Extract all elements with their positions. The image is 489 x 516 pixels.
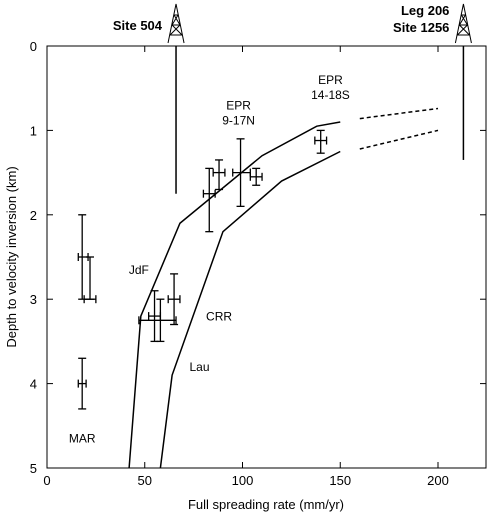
data-point: [202, 167, 216, 233]
drill-sites: Site 504 Leg 206 Site 1256: [113, 3, 472, 194]
annotation-label: MAR: [69, 432, 96, 446]
y-tick-label: 1: [30, 123, 37, 138]
data-point: [138, 298, 177, 343]
y-tick-label: 3: [30, 292, 37, 307]
annotation-label: CRR: [206, 309, 232, 323]
site-label: Site 504: [113, 18, 163, 33]
y-tick-label: 0: [30, 39, 37, 54]
drill-derrick-icon: [167, 3, 185, 44]
data-point: [77, 357, 87, 410]
annotation-label: EPR: [226, 98, 251, 112]
y-tick-label: 5: [30, 461, 37, 476]
site-label: Leg 206: [401, 3, 449, 18]
data-point: [249, 167, 263, 186]
data-point: [83, 256, 97, 304]
y-tick-label: 4: [30, 377, 37, 392]
extrapolated-curve: [359, 107, 439, 120]
x-tick-label: 0: [43, 473, 50, 488]
annotation-label: 14-18S: [311, 88, 350, 102]
x-axis-title: Full spreading rate (mm/yr): [188, 497, 344, 512]
model-curve: [128, 121, 341, 469]
axis-ticks: [46, 45, 486, 469]
data-point: [167, 273, 181, 326]
extrapolated-curve: [359, 129, 439, 150]
model-curve: [159, 150, 341, 469]
data-point: [148, 290, 162, 343]
y-axis-title: Depth to velocity inversion (km): [4, 166, 19, 347]
derrick-frame: [454, 3, 472, 44]
tick-labels: 0 50 100 150 200 0 1 2 3 4 5: [30, 39, 449, 488]
site-label: Site 1256: [393, 20, 449, 35]
drill-derrick-icon: [454, 3, 472, 44]
y-tick-label: 2: [30, 208, 37, 223]
x-tick-label: 50: [138, 473, 152, 488]
x-tick-label: 100: [232, 473, 254, 488]
data-points: [77, 129, 328, 410]
data-point: [212, 159, 226, 191]
x-tick-label: 150: [329, 473, 351, 488]
data-point: [232, 138, 251, 208]
data-point: [314, 129, 328, 154]
x-tick-label: 200: [427, 473, 449, 488]
derrick-frame: [167, 3, 185, 44]
annotation-label: EPR: [318, 73, 343, 87]
plot-frame: [46, 45, 487, 469]
annotation-label: Lau: [189, 360, 209, 374]
annotation-label: JdF: [129, 263, 149, 277]
annotation-label: 9-17N: [222, 113, 255, 127]
